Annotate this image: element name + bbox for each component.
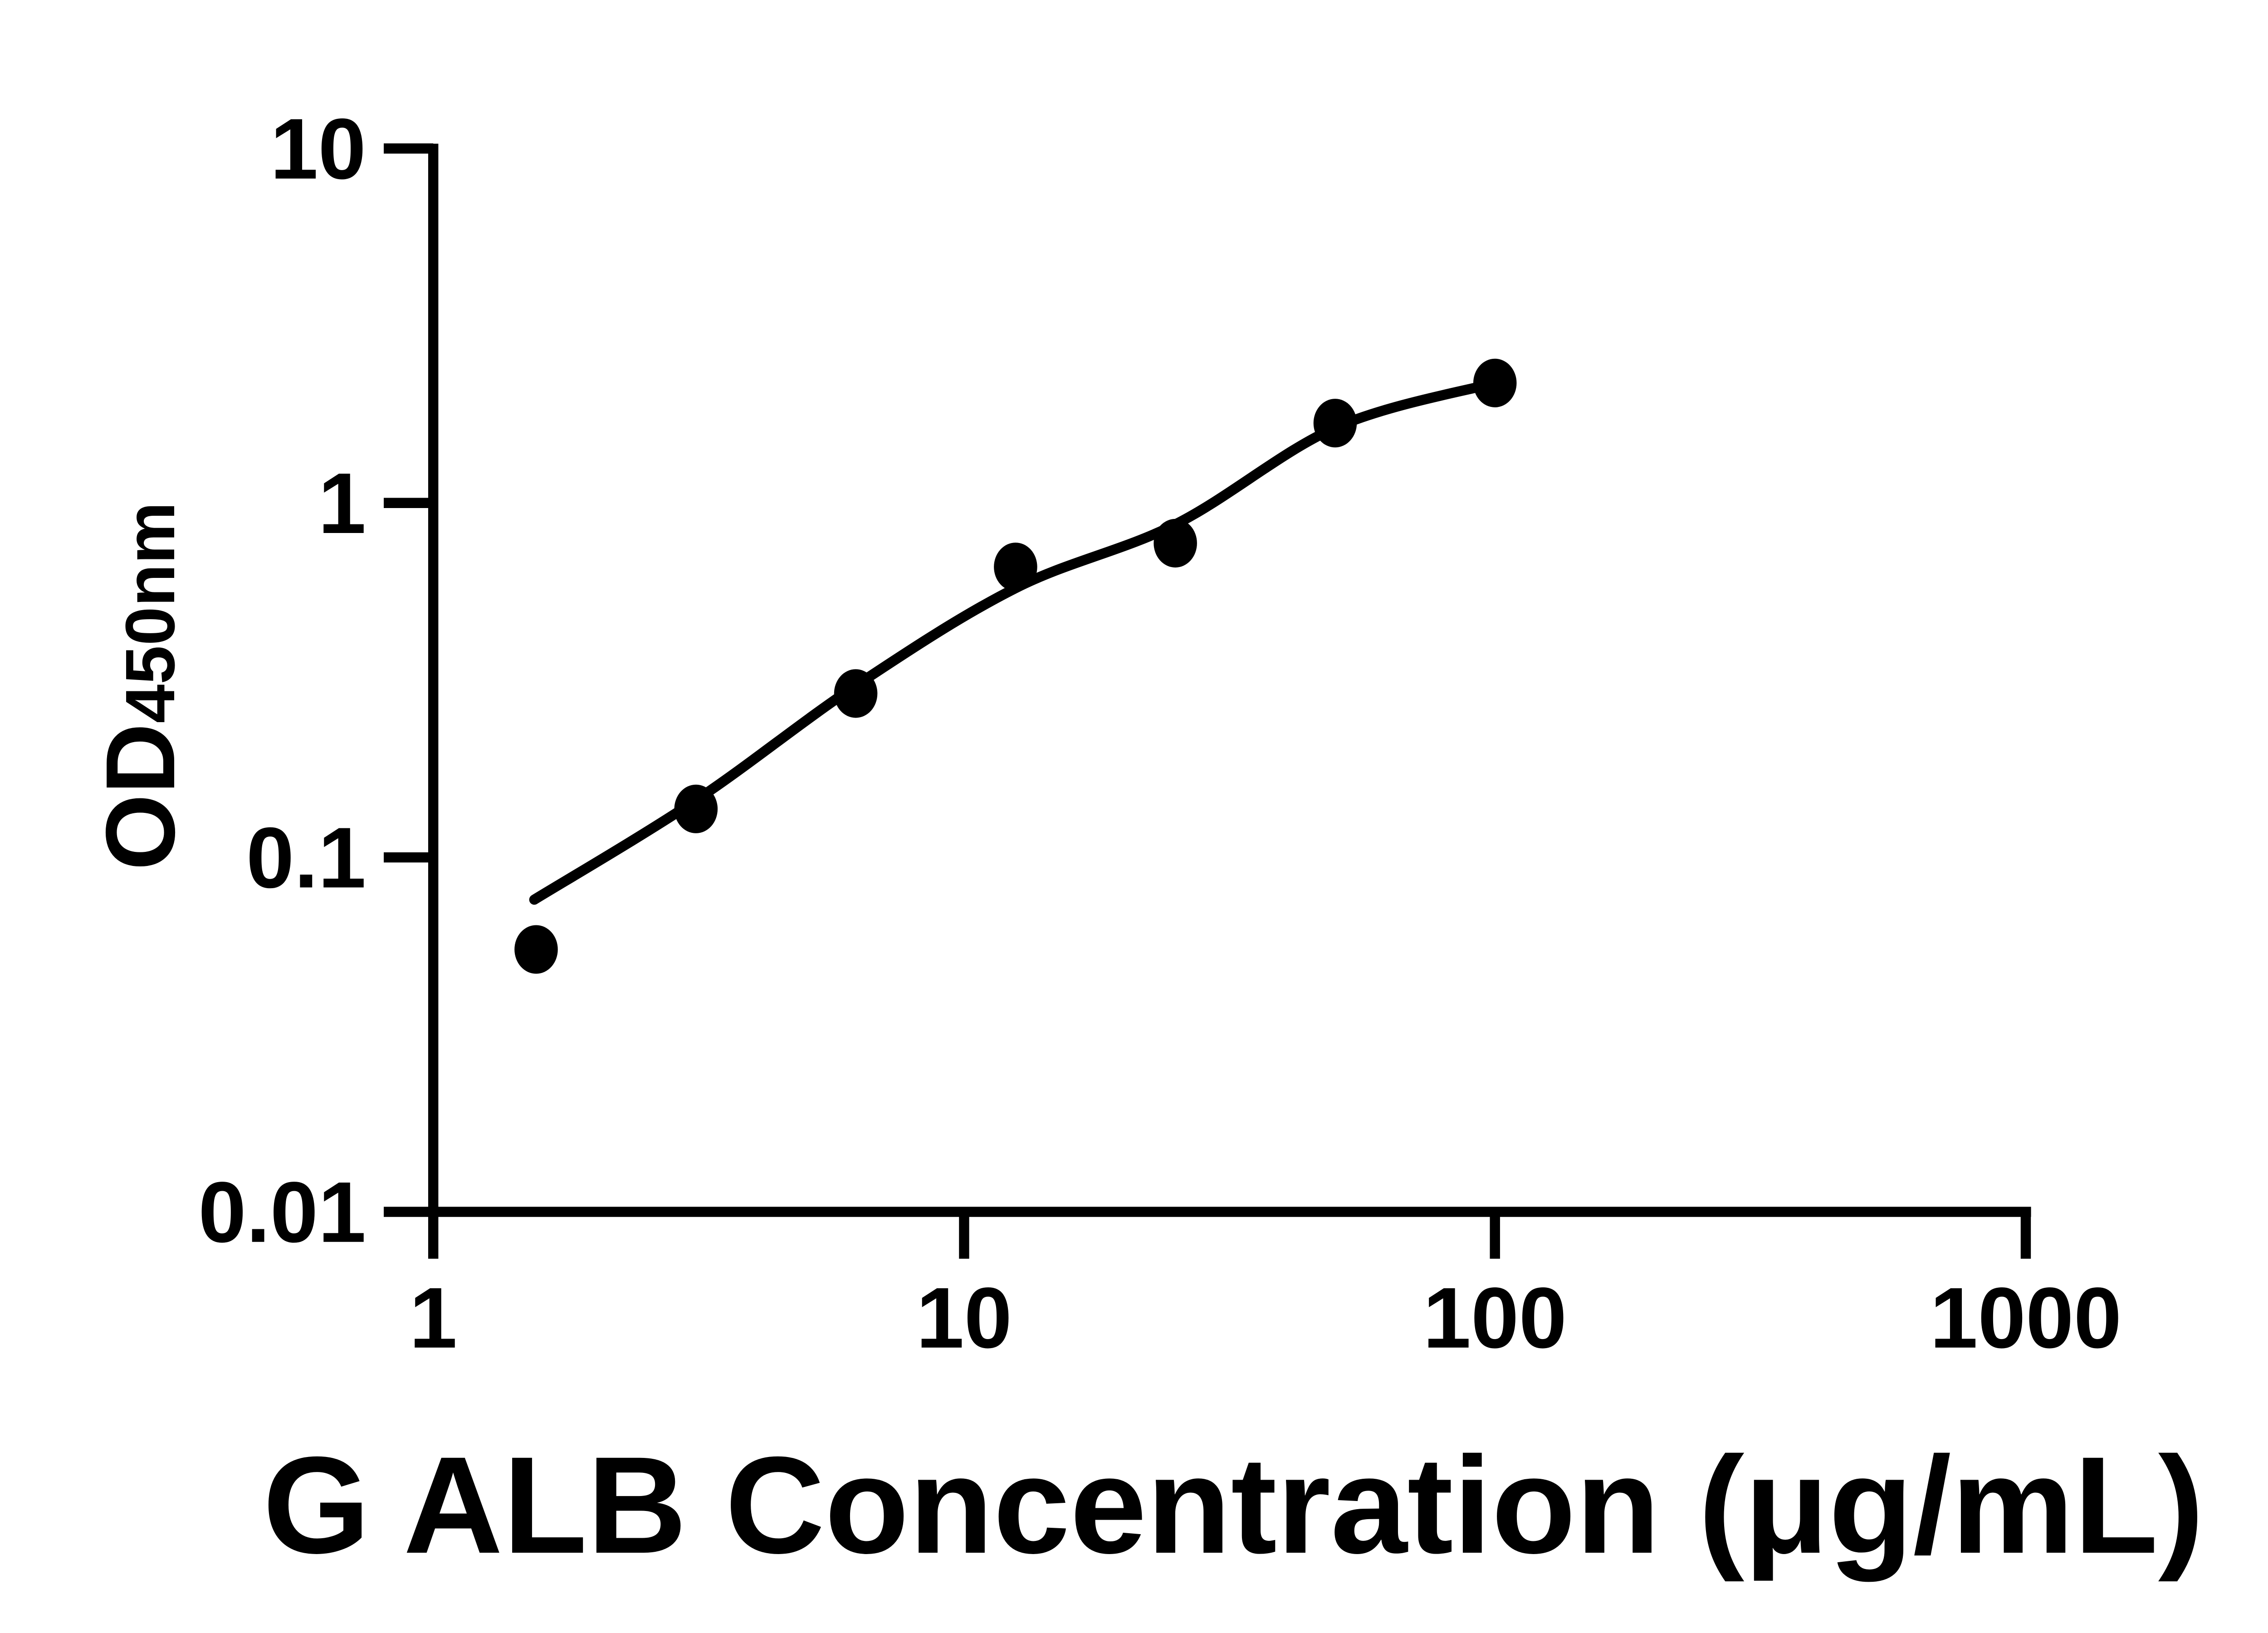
data-point <box>994 543 1037 592</box>
data-point <box>674 784 718 833</box>
data-point <box>1154 518 1197 568</box>
x-axis-title: G ALB Concentration (μg/mL) <box>263 1428 2204 1583</box>
data-point <box>1313 399 1357 448</box>
x-tick-label: 100 <box>1423 1270 1567 1366</box>
standard-curve-figure: 10 1 0.1 0.01 1 10 100 1000 G ALB Concentratio… <box>0 0 2268 1592</box>
x-tick-label: 1 <box>409 1270 457 1366</box>
data-point <box>1473 358 1517 407</box>
y-tick-label: 10 <box>270 101 366 197</box>
x-axis-ticks: 1 10 100 1000 <box>409 1212 2121 1366</box>
y-axis-ticks: 10 1 0.1 0.01 <box>198 101 434 1261</box>
y-tick-label: 1 <box>318 455 366 552</box>
chart-background <box>0 0 2268 1592</box>
y-tick-label: 0.01 <box>198 1164 366 1261</box>
y-axis-title-main: OD <box>85 723 195 870</box>
data-points <box>514 358 1517 974</box>
x-tick-label: 10 <box>916 1270 1012 1366</box>
data-point <box>834 669 878 718</box>
y-axis-title-subscript: 450nm <box>111 502 189 723</box>
y-tick-label: 0.1 <box>246 810 366 906</box>
y-axis-title: OD450nm <box>85 502 195 870</box>
data-point <box>514 925 558 974</box>
elisa-standard-curve-chart: 10 1 0.1 0.01 1 10 100 1000 G ALB Concentratio… <box>0 0 2268 1592</box>
x-tick-label: 1000 <box>1930 1270 2122 1366</box>
